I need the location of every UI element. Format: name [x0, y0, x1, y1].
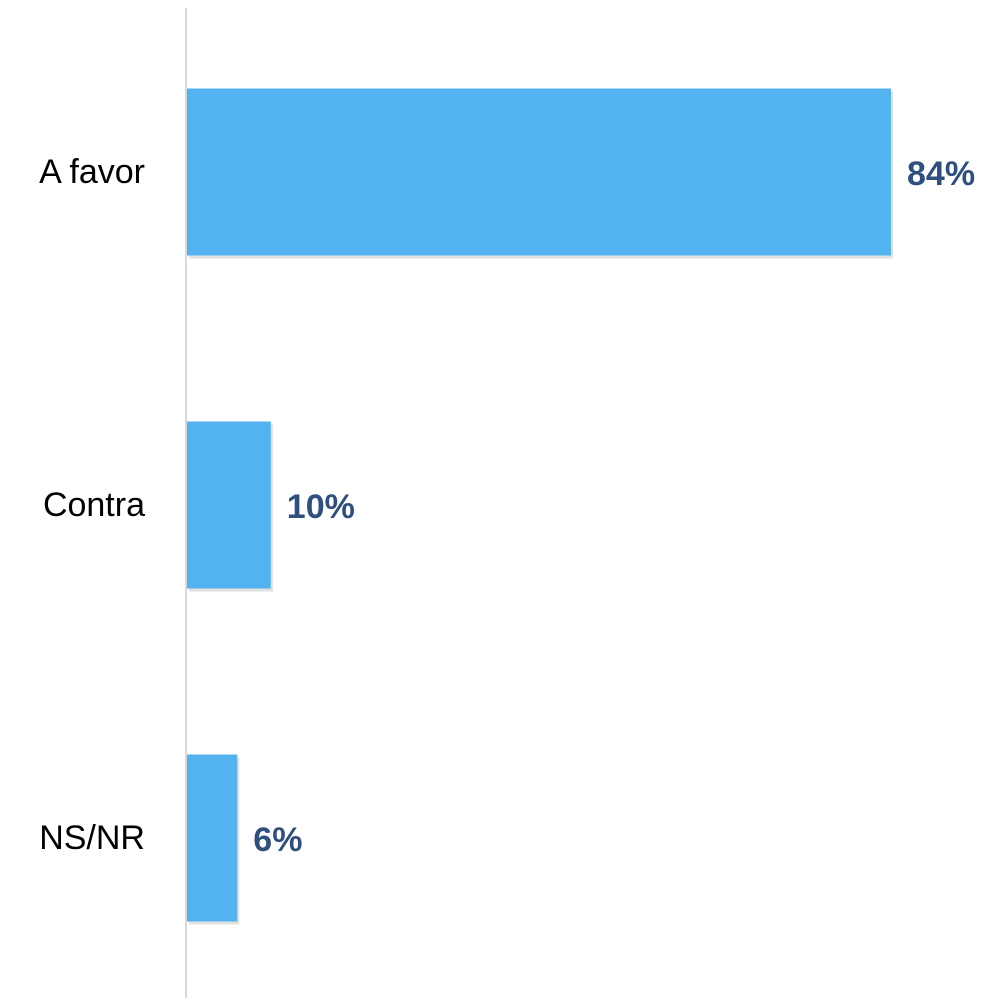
bar-a-favor — [187, 88, 891, 256]
category-label-ns-nr: NS/NR — [39, 819, 145, 857]
category-label-a-favor: A favor — [39, 153, 145, 191]
category-labels-group: A favor Contra NS/NR — [39, 153, 145, 857]
bar-contra — [187, 421, 271, 589]
bars-group — [187, 88, 893, 925]
value-labels-group: 84% 10% 6% — [253, 155, 975, 859]
bar-ns-nr — [187, 754, 238, 922]
value-label-ns-nr: 6% — [253, 821, 302, 859]
value-label-a-favor: 84% — [907, 155, 975, 193]
category-label-contra: Contra — [43, 486, 145, 524]
value-label-contra: 10% — [287, 488, 355, 526]
